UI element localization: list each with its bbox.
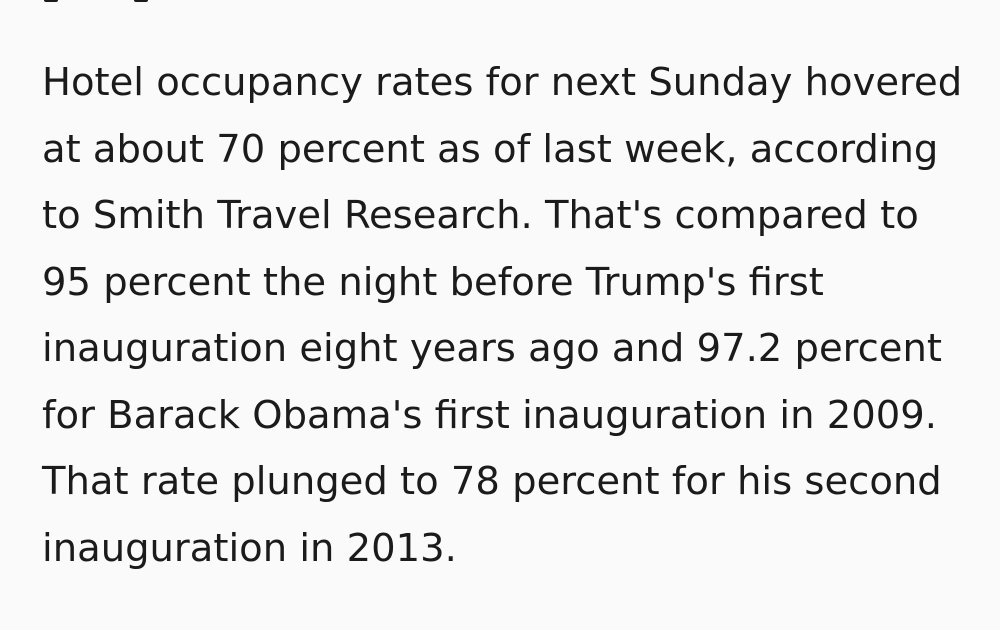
clipped-glyph: [134, 0, 148, 2]
clipped-glyph: [44, 0, 58, 2]
paragraph-line: at about 70 percent as of last week, acc…: [42, 126, 939, 172]
paragraph-line: inauguration in 2013.: [42, 525, 457, 571]
paragraph-line: inauguration eight years ago and 97.2 pe…: [42, 326, 942, 371]
paragraph-line: for Barack Obama's first inauguration in…: [42, 392, 937, 438]
paragraph-line: Hotel occupancy rates for next Sunday ho…: [42, 60, 963, 105]
paragraph-line: That rate plunged to 78 percent for his …: [42, 459, 942, 504]
article-paragraph: Hotel occupancy rates for next Sunday ho…: [42, 50, 972, 582]
clipped-previous-line: [42, 0, 242, 12]
paragraph-line: 95 percent the night before Trump's firs…: [42, 259, 824, 305]
paragraph-line: to Smith Travel Research. That's compare…: [42, 193, 919, 238]
